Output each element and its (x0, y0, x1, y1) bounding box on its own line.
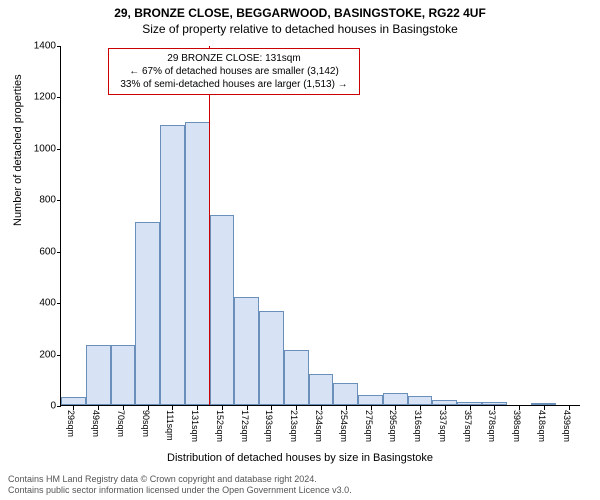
x-tick-label: 213sqm (289, 410, 299, 442)
x-tick-label: 193sqm (264, 410, 274, 442)
annotation-line-1: 29 BRONZE CLOSE: 131sqm (117, 52, 351, 65)
x-tick-mark (569, 406, 570, 410)
y-tick-label: 1000 (34, 143, 56, 154)
x-tick-label: 439sqm (562, 410, 572, 442)
histogram-bar (210, 215, 235, 405)
histogram-bar (284, 350, 309, 405)
histogram-bar (432, 400, 457, 405)
footer-line-1: Contains HM Land Registry data © Crown c… (8, 474, 352, 485)
x-tick-mark (346, 406, 347, 410)
y-tick-mark (57, 46, 61, 47)
x-tick-label: 357sqm (463, 410, 473, 442)
histogram-bar (111, 345, 136, 405)
y-tick-mark (57, 355, 61, 356)
y-tick-mark (57, 97, 61, 98)
x-tick-label: 316sqm (413, 410, 423, 442)
histogram-bar (61, 397, 86, 405)
chart-container: 29, BRONZE CLOSE, BEGGARWOOD, BASINGSTOK… (0, 0, 600, 500)
histogram-bar (185, 122, 210, 405)
histogram-bar (531, 403, 556, 405)
x-tick-label: 111sqm (165, 410, 175, 441)
histogram-bar (259, 311, 284, 405)
x-tick-label: 172sqm (240, 410, 250, 442)
histogram-bar (333, 383, 358, 405)
x-tick-mark (371, 406, 372, 410)
x-tick-label: 49sqm (91, 410, 101, 437)
x-tick-mark (271, 406, 272, 410)
x-tick-mark (470, 406, 471, 410)
x-tick-mark (148, 406, 149, 410)
x-tick-label: 398sqm (512, 410, 522, 442)
x-tick-label: 254sqm (339, 410, 349, 442)
x-tick-label: 378sqm (487, 410, 497, 442)
x-tick-mark (247, 406, 248, 410)
x-tick-mark (395, 406, 396, 410)
reference-line (209, 46, 210, 405)
y-tick-mark (57, 406, 61, 407)
y-tick-mark (57, 303, 61, 304)
y-tick-label: 0 (50, 401, 56, 412)
x-tick-label: 337sqm (438, 410, 448, 442)
x-tick-label: 131sqm (190, 410, 200, 442)
y-axis-label: Number of detached properties (12, 74, 24, 226)
x-tick-mark (172, 406, 173, 410)
histogram-bar (86, 345, 111, 405)
y-tick-label: 1400 (34, 41, 56, 52)
y-tick-label: 400 (39, 298, 56, 309)
x-tick-label: 418sqm (537, 410, 547, 442)
footer-line-2: Contains public sector information licen… (8, 485, 352, 496)
annotation-line-2: ← 67% of detached houses are smaller (3,… (117, 65, 351, 78)
x-tick-label: 90sqm (141, 410, 151, 437)
y-tick-mark (57, 200, 61, 201)
x-tick-mark (445, 406, 446, 410)
x-tick-mark (544, 406, 545, 410)
x-tick-label: 70sqm (116, 410, 126, 437)
histogram-bar (160, 125, 185, 405)
x-tick-mark (321, 406, 322, 410)
x-tick-label: 275sqm (364, 410, 374, 442)
chart-area: 020040060080010001200140029sqm49sqm70sqm… (60, 46, 580, 406)
chart-subtitle: Size of property relative to detached ho… (0, 20, 600, 36)
y-tick-mark (57, 149, 61, 150)
x-tick-label: 29sqm (66, 410, 76, 437)
y-tick-label: 1200 (34, 92, 56, 103)
x-tick-mark (98, 406, 99, 410)
x-tick-label: 295sqm (388, 410, 398, 442)
x-tick-mark (494, 406, 495, 410)
x-tick-mark (73, 406, 74, 410)
histogram-bar (383, 393, 408, 405)
y-tick-label: 800 (39, 195, 56, 206)
histogram-bar (457, 402, 482, 405)
histogram-bar (135, 222, 160, 405)
x-tick-mark (123, 406, 124, 410)
annotation-box: 29 BRONZE CLOSE: 131sqm ← 67% of detache… (108, 48, 360, 95)
footer-attribution: Contains HM Land Registry data © Crown c… (8, 474, 352, 496)
histogram-bar (234, 297, 259, 405)
annotation-line-3: 33% of semi-detached houses are larger (… (117, 78, 351, 91)
plot-region: 020040060080010001200140029sqm49sqm70sqm… (60, 46, 580, 406)
x-tick-label: 152sqm (215, 410, 225, 442)
x-tick-mark (296, 406, 297, 410)
histogram-bar (309, 374, 334, 405)
y-tick-label: 600 (39, 246, 56, 257)
histogram-bar (408, 396, 433, 405)
x-tick-mark (222, 406, 223, 410)
x-axis-label: Distribution of detached houses by size … (0, 452, 600, 464)
x-tick-mark (197, 406, 198, 410)
x-tick-label: 234sqm (314, 410, 324, 442)
y-tick-label: 200 (39, 349, 56, 360)
page-title: 29, BRONZE CLOSE, BEGGARWOOD, BASINGSTOK… (0, 0, 600, 20)
x-tick-mark (420, 406, 421, 410)
x-tick-mark (519, 406, 520, 410)
histogram-bar (482, 402, 507, 405)
histogram-bar (358, 395, 383, 405)
y-tick-mark (57, 252, 61, 253)
